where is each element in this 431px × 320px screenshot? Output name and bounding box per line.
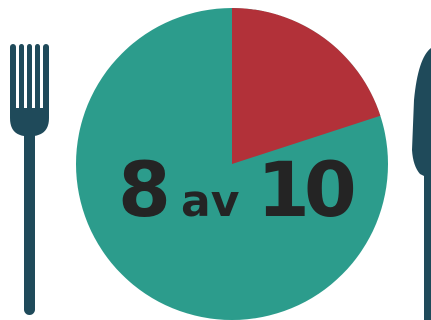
- pie-chart: [76, 8, 388, 320]
- fraction-numerator: 8: [118, 145, 171, 234]
- fork-icon: [10, 44, 49, 315]
- fraction-denominator: 10: [257, 145, 354, 234]
- fraction-word: av: [181, 176, 240, 227]
- pie-highlighted-slice: [232, 8, 381, 164]
- knife-icon: [412, 48, 431, 320]
